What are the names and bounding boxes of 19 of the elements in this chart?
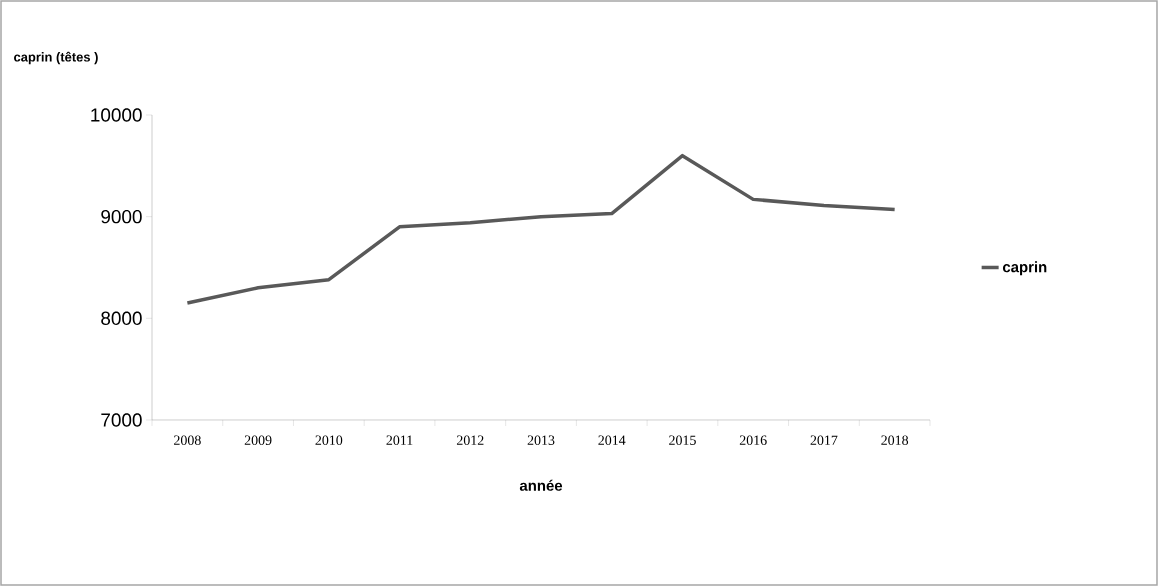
y-axis-title: caprin (têtes ) [14,51,98,65]
legend-label: caprin [1002,261,1047,276]
x-tick-label: 2014 [598,435,626,445]
y-tick-label: 10000 [91,108,142,122]
x-tick-label: 2015 [669,435,696,445]
y-tick-label: 8000 [101,311,142,326]
x-tick-label: 2016 [739,435,767,445]
x-tick-label: 2011 [386,435,413,445]
x-tick-label: 2017 [810,435,838,445]
y-tick-label: 7000 [101,413,142,427]
y-tick-label: 9000 [101,209,142,224]
x-tick-label: 2010 [315,435,343,445]
x-tick-label: 2009 [244,435,272,445]
x-tick-label: 2012 [456,435,484,445]
x-tick-label: 2008 [174,435,201,445]
x-tick-label: 2013 [527,435,555,445]
x-tick-label: 2018 [881,435,909,445]
line-series [185,153,897,305]
x-axis-title: année [519,479,563,491]
